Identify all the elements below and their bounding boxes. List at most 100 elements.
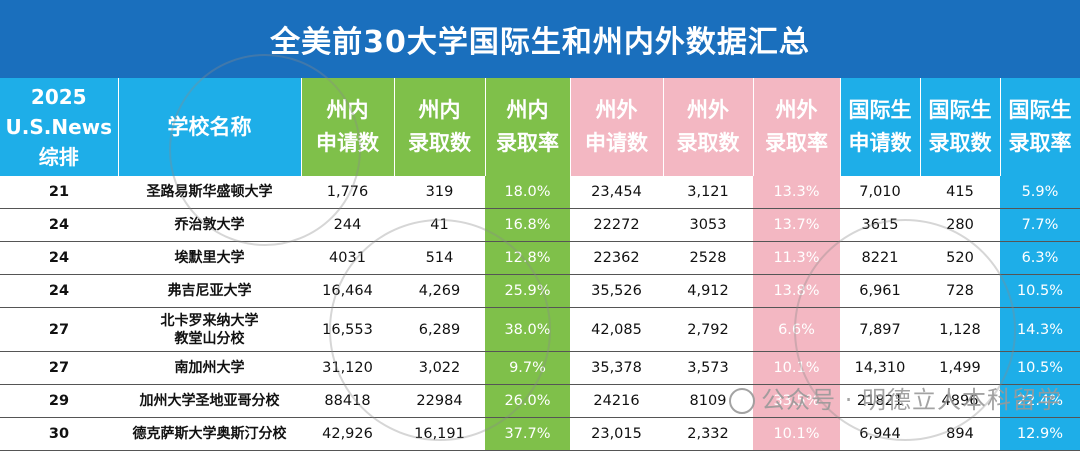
value-cell: 8221 — [840, 241, 920, 275]
header-instate-admits: 州内 录取数 — [394, 78, 486, 176]
header-intl-admits: 国际生 录取数 — [920, 78, 1001, 176]
school-name-cell: 南加州大学 — [118, 351, 301, 385]
value-cell: 2528 — [663, 241, 753, 275]
header-row: 2025 U.S.News 综排 学校名称 州内 申请数 州内 录取数 州内 录取率 州外… — [0, 78, 1080, 176]
school-name-line: 圣路易斯华盛顿大学 — [146, 184, 273, 200]
value-cell: 10.5% — [1000, 351, 1080, 385]
value-cell: 26.0% — [485, 384, 570, 418]
value-cell: 12.9% — [1000, 417, 1080, 451]
header-outstate-admits: 州外 录取数 — [663, 78, 754, 176]
value-cell: 18.0% — [485, 176, 570, 209]
value-cell: 35,526 — [570, 274, 663, 308]
school-name-cell: 加州大学圣地亚哥分校 — [118, 384, 301, 418]
value-cell: 9.7% — [485, 351, 570, 385]
value-cell: 10.5% — [1000, 274, 1080, 308]
value-cell: 88418 — [301, 384, 394, 418]
school-name-cell: 圣路易斯华盛顿大学 — [118, 176, 301, 209]
value-cell: 3,121 — [663, 176, 753, 209]
value-cell: 6.3% — [1000, 241, 1080, 275]
table-row: 29 加州大学圣地亚哥分校 88418 22984 26.0% 24216 8109 33.5… — [0, 384, 1080, 418]
rank-cell: 24 — [0, 208, 118, 242]
value-cell: 16.8% — [485, 208, 570, 242]
value-cell: 22984 — [394, 384, 485, 418]
value-cell: 3,573 — [663, 351, 753, 385]
value-cell: 7,897 — [840, 307, 920, 352]
value-cell: 3,022 — [394, 351, 485, 385]
value-cell: 12.8% — [485, 241, 570, 275]
value-cell: 42,085 — [570, 307, 663, 352]
value-cell: 25.9% — [485, 274, 570, 308]
school-name-line: 德克萨斯大学奥斯汀分校 — [132, 426, 287, 442]
school-name-line: 弗吉尼亚大学 — [167, 283, 252, 299]
data-table: 2025 U.S.News 综排 学校名称 州内 申请数 州内 录取数 州内 录取率 州外… — [0, 78, 1080, 451]
value-cell: 514 — [394, 241, 485, 275]
value-cell: 415 — [920, 176, 1000, 209]
rank-cell: 24 — [0, 274, 118, 308]
value-cell: 22272 — [570, 208, 663, 242]
value-cell: 894 — [920, 417, 1000, 451]
wechat-icon — [729, 388, 756, 414]
school-name-line: 乔治敦大学 — [174, 217, 245, 233]
table-row: 30 德克萨斯大学奥斯汀分校 42,926 16,191 37.7% 23,015 2,33… — [0, 417, 1080, 451]
rank-cell: 27 — [0, 351, 118, 385]
value-cell: 728 — [920, 274, 1000, 308]
watermark-caption: 公众号 · 明德立人本科留学 — [729, 380, 1062, 415]
school-name-cell: 乔治敦大学 — [118, 208, 301, 242]
value-cell: 22362 — [570, 241, 663, 275]
header-intl-apps: 国际生 申请数 — [840, 78, 921, 176]
school-name-cell: 北卡罗来纳大学 教堂山分校 — [118, 307, 301, 352]
value-cell: 41 — [394, 208, 485, 242]
header-instate-rate: 州内 录取率 — [485, 78, 571, 176]
value-cell: 6,944 — [840, 417, 920, 451]
value-cell: 13.3% — [753, 176, 840, 209]
value-cell: 23,015 — [570, 417, 663, 451]
value-cell: 1,776 — [301, 176, 394, 209]
school-name-line: 埃默里大学 — [174, 250, 245, 266]
header-instate-apps: 州内 申请数 — [301, 78, 395, 176]
value-cell: 3615 — [840, 208, 920, 242]
value-cell: 6,289 — [394, 307, 485, 352]
value-cell: 7.7% — [1000, 208, 1080, 242]
value-cell: 13.8% — [753, 274, 840, 308]
value-cell: 23,454 — [570, 176, 663, 209]
value-cell: 4031 — [301, 241, 394, 275]
rank-cell: 21 — [0, 176, 118, 209]
value-cell: 4896 — [920, 384, 1000, 418]
value-cell: 10.1% — [753, 351, 840, 385]
header-outstate-apps: 州外 申请数 — [570, 78, 664, 176]
value-cell: 4,269 — [394, 274, 485, 308]
table-row: 24 弗吉尼亚大学 16,464 4,269 25.9% 35,526 4,912 13.8%… — [0, 274, 1080, 308]
rank-cell: 24 — [0, 241, 118, 275]
school-name-line: 加州大学圣地亚哥分校 — [139, 393, 280, 409]
value-cell: 37.7% — [485, 417, 570, 451]
table-row: 24 乔治敦大学 244 41 16.8% 22272 3053 13.7% 3615 280 7.… — [0, 208, 1080, 242]
school-name-cell: 德克萨斯大学奥斯汀分校 — [118, 417, 301, 451]
header-rank: 2025 U.S.News 综排 — [0, 78, 119, 176]
header-intl-rate: 国际生 录取率 — [1000, 78, 1080, 176]
value-cell: 33.5% — [753, 384, 840, 418]
value-cell: 42,926 — [301, 417, 394, 451]
rank-cell: 29 — [0, 384, 118, 418]
value-cell: 6.6% — [753, 307, 840, 352]
school-name-line: 北卡罗来纳大学 — [160, 312, 259, 329]
value-cell: 319 — [394, 176, 485, 209]
value-cell: 14,310 — [840, 351, 920, 385]
value-cell: 520 — [920, 241, 1000, 275]
value-cell: 10.1% — [753, 417, 840, 451]
rank-cell: 27 — [0, 307, 118, 352]
school-name-cell: 埃默里大学 — [118, 241, 301, 275]
value-cell: 35,378 — [570, 351, 663, 385]
table-row: 27 南加州大学 31,120 3,022 9.7% 35,378 3,573 10.1% 14… — [0, 351, 1080, 385]
value-cell: 21821 — [840, 384, 920, 418]
table-row: 21 圣路易斯华盛顿大学 1,776 319 18.0% 23,454 3,121 13.3%… — [0, 176, 1080, 209]
value-cell: 5.9% — [1000, 176, 1080, 209]
value-cell: 38.0% — [485, 307, 570, 352]
value-cell: 2,792 — [663, 307, 753, 352]
value-cell: 4,912 — [663, 274, 753, 308]
school-name-line: 南加州大学 — [174, 360, 245, 376]
table-row: 24 埃默里大学 4031 514 12.8% 22362 2528 11.3% 8221 520… — [0, 241, 1080, 275]
header-school-name: 学校名称 — [118, 78, 302, 176]
value-cell: 7,010 — [840, 176, 920, 209]
table-row: 27 北卡罗来纳大学 教堂山分校 16,553 6,289 38.0% 42,085 2,79… — [0, 307, 1080, 352]
value-cell: 1,128 — [920, 307, 1000, 352]
